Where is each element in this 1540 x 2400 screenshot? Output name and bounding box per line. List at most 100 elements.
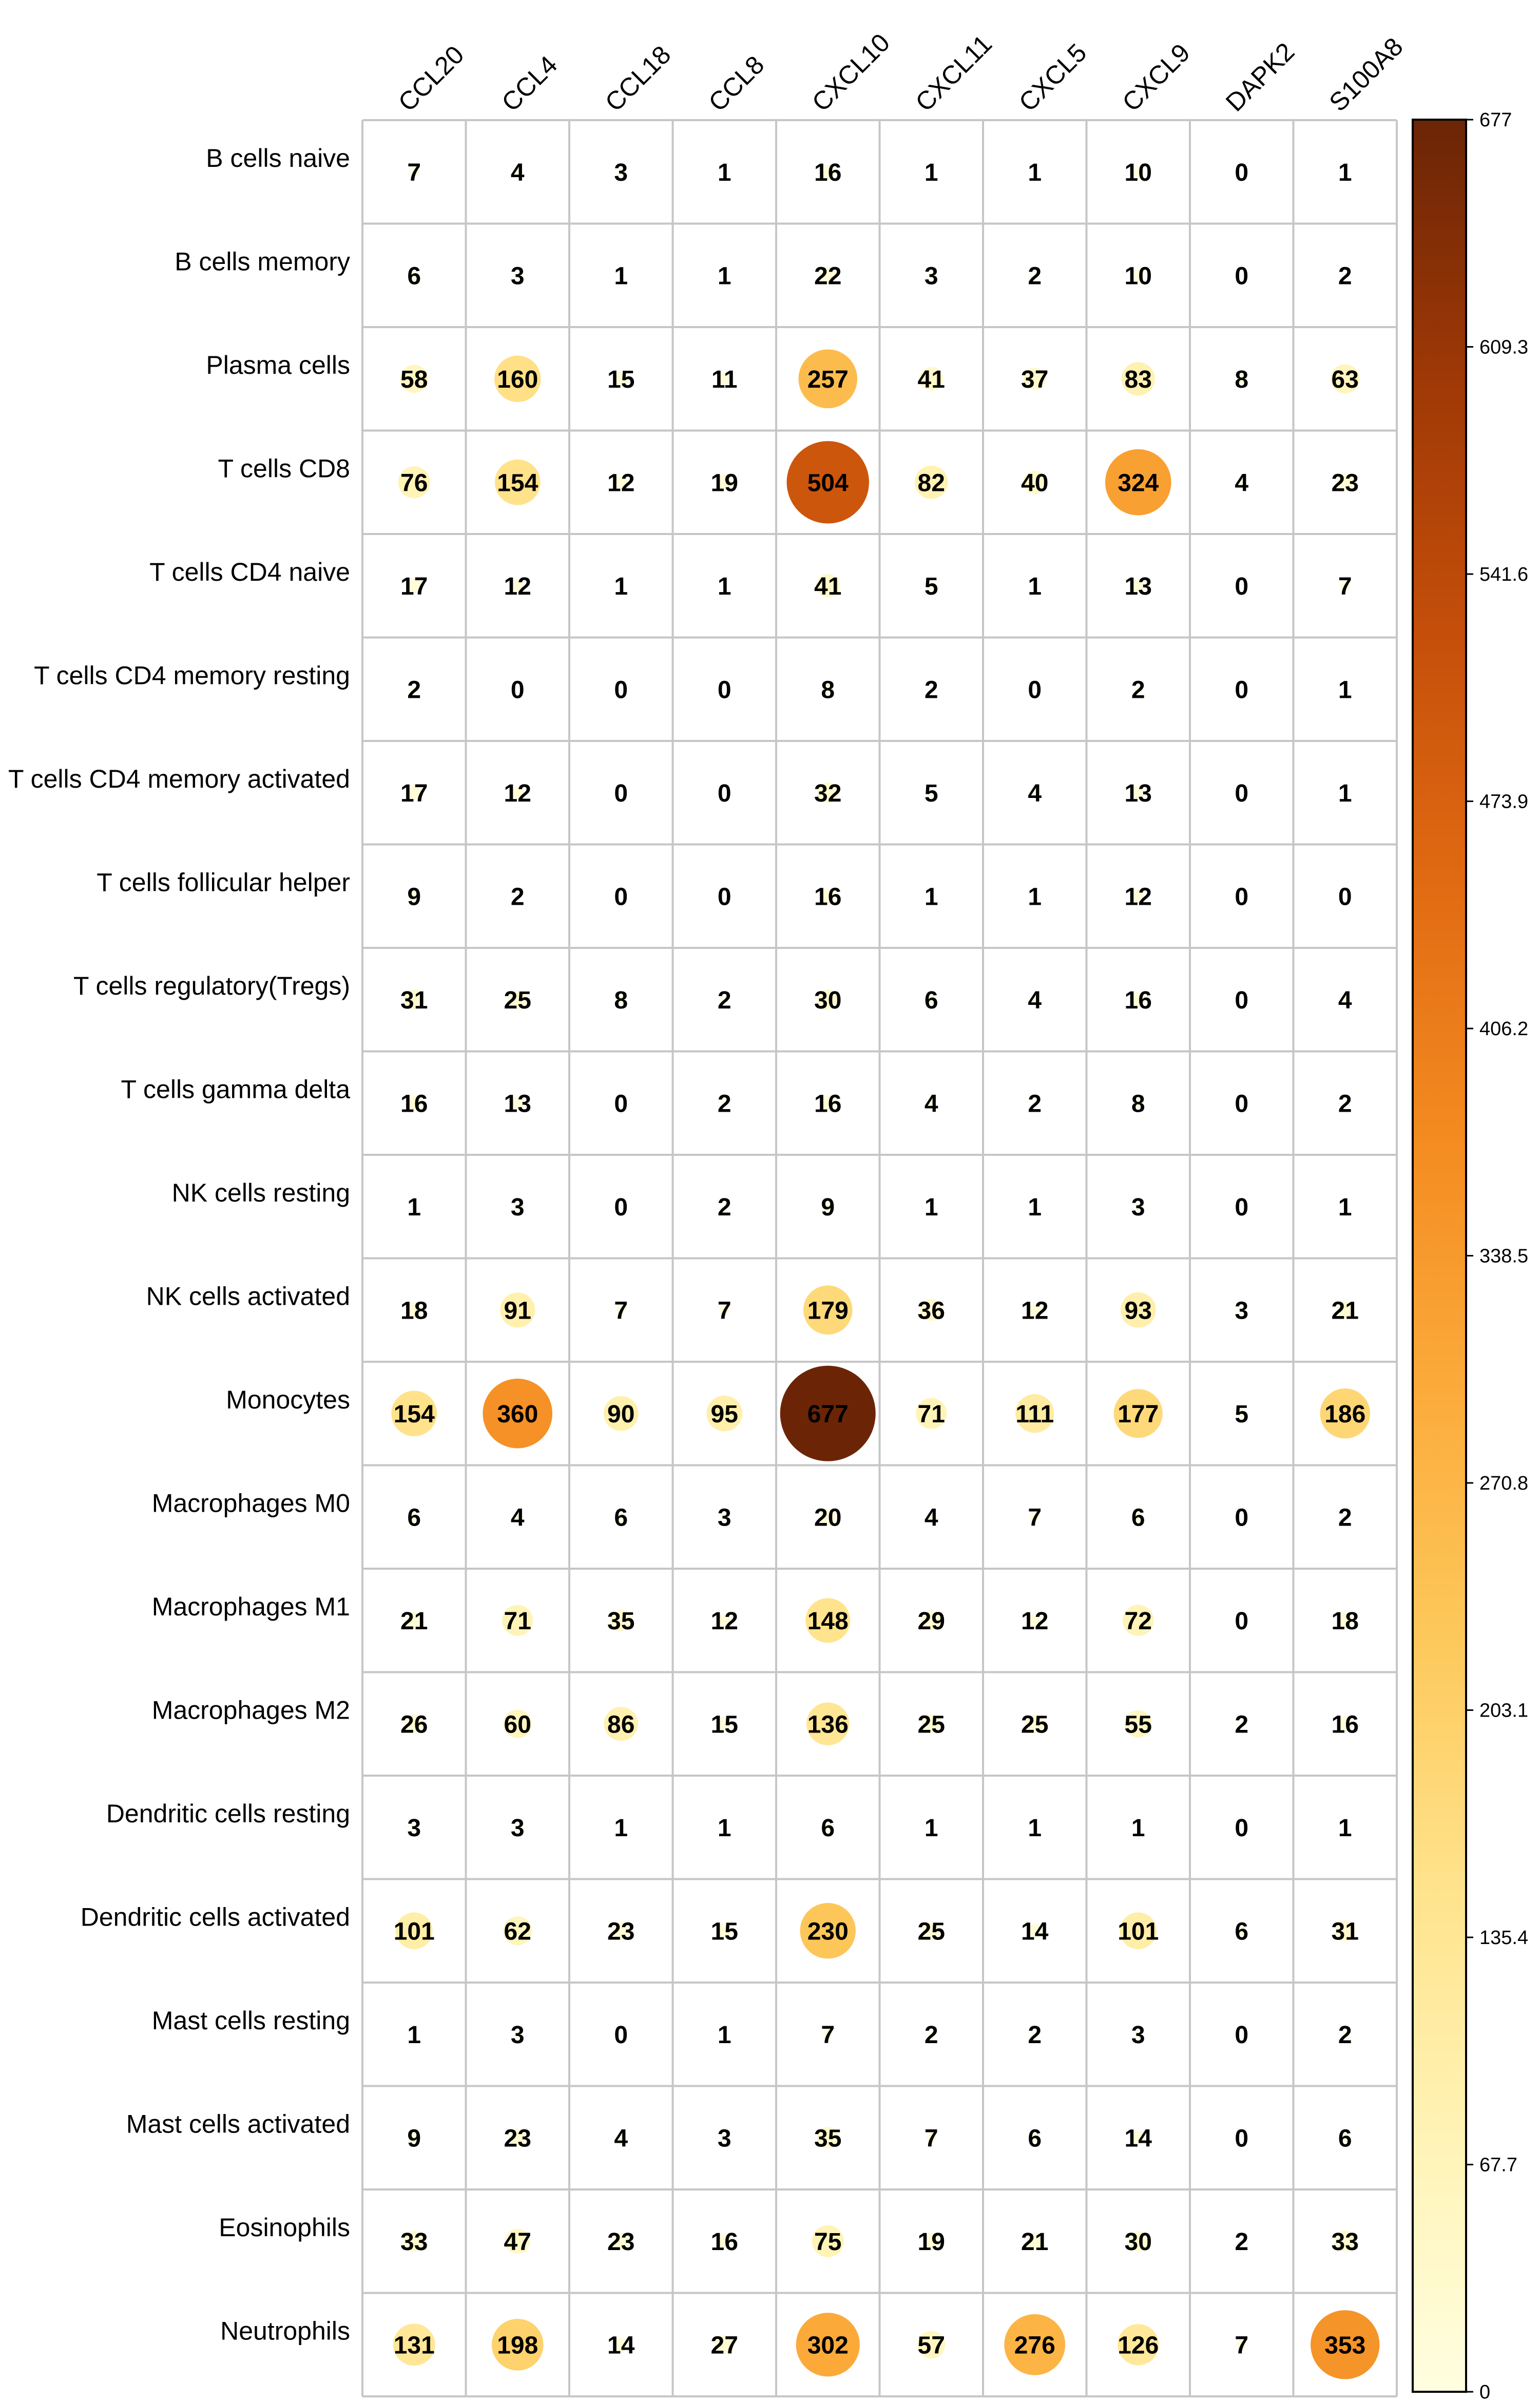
cell-value: 0 (614, 676, 628, 703)
cell-value: 154 (394, 1401, 435, 1428)
cell-circle (927, 995, 936, 1004)
cell-value: 2 (1028, 1090, 1042, 1117)
row-label: B cells memory (175, 247, 350, 276)
row-label: T cells CD8 (218, 454, 350, 483)
cell-value: 0 (614, 1090, 628, 1117)
cell-value: 5 (925, 780, 938, 807)
cell-value: 18 (1332, 1608, 1359, 1635)
cell-value: 90 (607, 1401, 634, 1428)
cell-value: 95 (711, 1401, 738, 1428)
cell-circle (500, 1292, 535, 1328)
cell-value: 6 (1235, 1918, 1248, 1945)
cell-value: 324 (1118, 469, 1159, 497)
column-label: CCL4 (496, 50, 563, 117)
cell-circle (718, 372, 731, 385)
cell-circle (502, 1605, 533, 1636)
cell-value: 3 (511, 262, 525, 290)
cell-circle (515, 893, 521, 899)
cell-circle (817, 782, 838, 803)
cell-circle (1131, 786, 1145, 799)
cell-circle (1343, 791, 1347, 795)
cell-value: 4 (1235, 469, 1248, 497)
cell-circle (718, 1614, 731, 1627)
row-label: T cells CD4 memory resting (34, 661, 350, 690)
cell-value: 0 (1235, 159, 1248, 186)
cell-circle (1130, 992, 1146, 1007)
cell-value: 57 (918, 2332, 945, 2359)
cell-circle (1131, 579, 1145, 593)
cell-circle (929, 170, 933, 174)
cell-circle (616, 1512, 626, 1522)
cell-value: 7 (407, 159, 421, 186)
cell-value: 3 (511, 2022, 525, 2049)
cell-value: 2 (1235, 1711, 1248, 1738)
cell-circle (706, 1395, 743, 1432)
column-label: CXCL5 (1013, 38, 1092, 117)
cell-circle (715, 2335, 734, 2354)
cell-circle (1341, 996, 1349, 1003)
cell-value: 4 (511, 1504, 525, 1531)
cell-value: 677 (807, 1401, 849, 1428)
cell-value: 0 (614, 2022, 628, 2049)
cell-value: 3 (511, 1815, 525, 1842)
cell-circle (1342, 1514, 1348, 1520)
cell-circle (409, 2132, 420, 2143)
cell-circle (1033, 170, 1037, 174)
cell-circle (1343, 1205, 1347, 1209)
cell-value: 23 (504, 2125, 531, 2152)
cell-value: 186 (1324, 1401, 1365, 1428)
cell-value: 2 (1028, 262, 1042, 290)
cell-value: 9 (407, 883, 421, 910)
cell-circle (822, 684, 833, 695)
cell-value: 35 (814, 2125, 841, 2152)
cell-value: 1 (1338, 1194, 1352, 1221)
cell-circle (1343, 1825, 1347, 1830)
cell-value: 23 (607, 2228, 634, 2256)
cell-circle (722, 584, 726, 588)
cell-circle (1343, 170, 1347, 174)
cell-circle (405, 1715, 424, 1734)
cell-circle (786, 441, 869, 524)
cell-value: 6 (1338, 2125, 1352, 2152)
cell-value: 13 (504, 1090, 531, 1117)
cell-value: 71 (918, 1401, 945, 1428)
column-label: S100A8 (1323, 32, 1408, 117)
cell-value: 0 (1235, 1608, 1248, 1635)
cell-circle (822, 1201, 834, 1212)
cell-value: 13 (1125, 780, 1152, 807)
cell-value: 1 (407, 1194, 421, 1221)
cell-circle (614, 2337, 628, 2352)
cell-circle (920, 1299, 942, 1321)
cell-circle (1121, 362, 1155, 396)
cell-value: 16 (1332, 1711, 1359, 1738)
cell-value: 1 (925, 883, 938, 910)
cell-value: 12 (1021, 1608, 1048, 1635)
cell-circle (1028, 1303, 1042, 1317)
cell-value: 93 (1125, 1297, 1152, 1324)
colorbar-tick-label: 609.3 (1479, 337, 1528, 358)
cell-value: 3 (511, 1194, 525, 1221)
cell-circle (511, 579, 524, 593)
cell-circle (722, 170, 726, 174)
cell-circle (929, 894, 933, 898)
cell-circle (929, 2031, 934, 2037)
cell-circle (614, 475, 628, 489)
cell-circle (818, 989, 838, 1010)
cell-circle (722, 273, 726, 277)
cell-circle (1025, 1715, 1044, 1734)
column-label: DAPK2 (1220, 37, 1300, 117)
cell-circle (393, 2323, 435, 2366)
colorbar: 0 67.7 135.4 203.1 270.8 338.5 406.2 473.9 541.6… (1412, 109, 1528, 2400)
column-label: CXCL10 (806, 28, 895, 117)
colorbar-tick-label: 541.6 (1479, 564, 1528, 585)
cell-circle (409, 167, 419, 177)
cell-value: 1 (718, 2022, 732, 2049)
cell-value: 27 (711, 2332, 738, 2359)
cell-circle (1113, 1389, 1163, 1438)
cell-value: 2 (925, 676, 938, 703)
cell-circle (618, 168, 624, 175)
colorbar-tick-label: 473.9 (1479, 791, 1528, 813)
row-label: Monocytes (226, 1385, 350, 1414)
cell-value: 0 (1235, 676, 1248, 703)
